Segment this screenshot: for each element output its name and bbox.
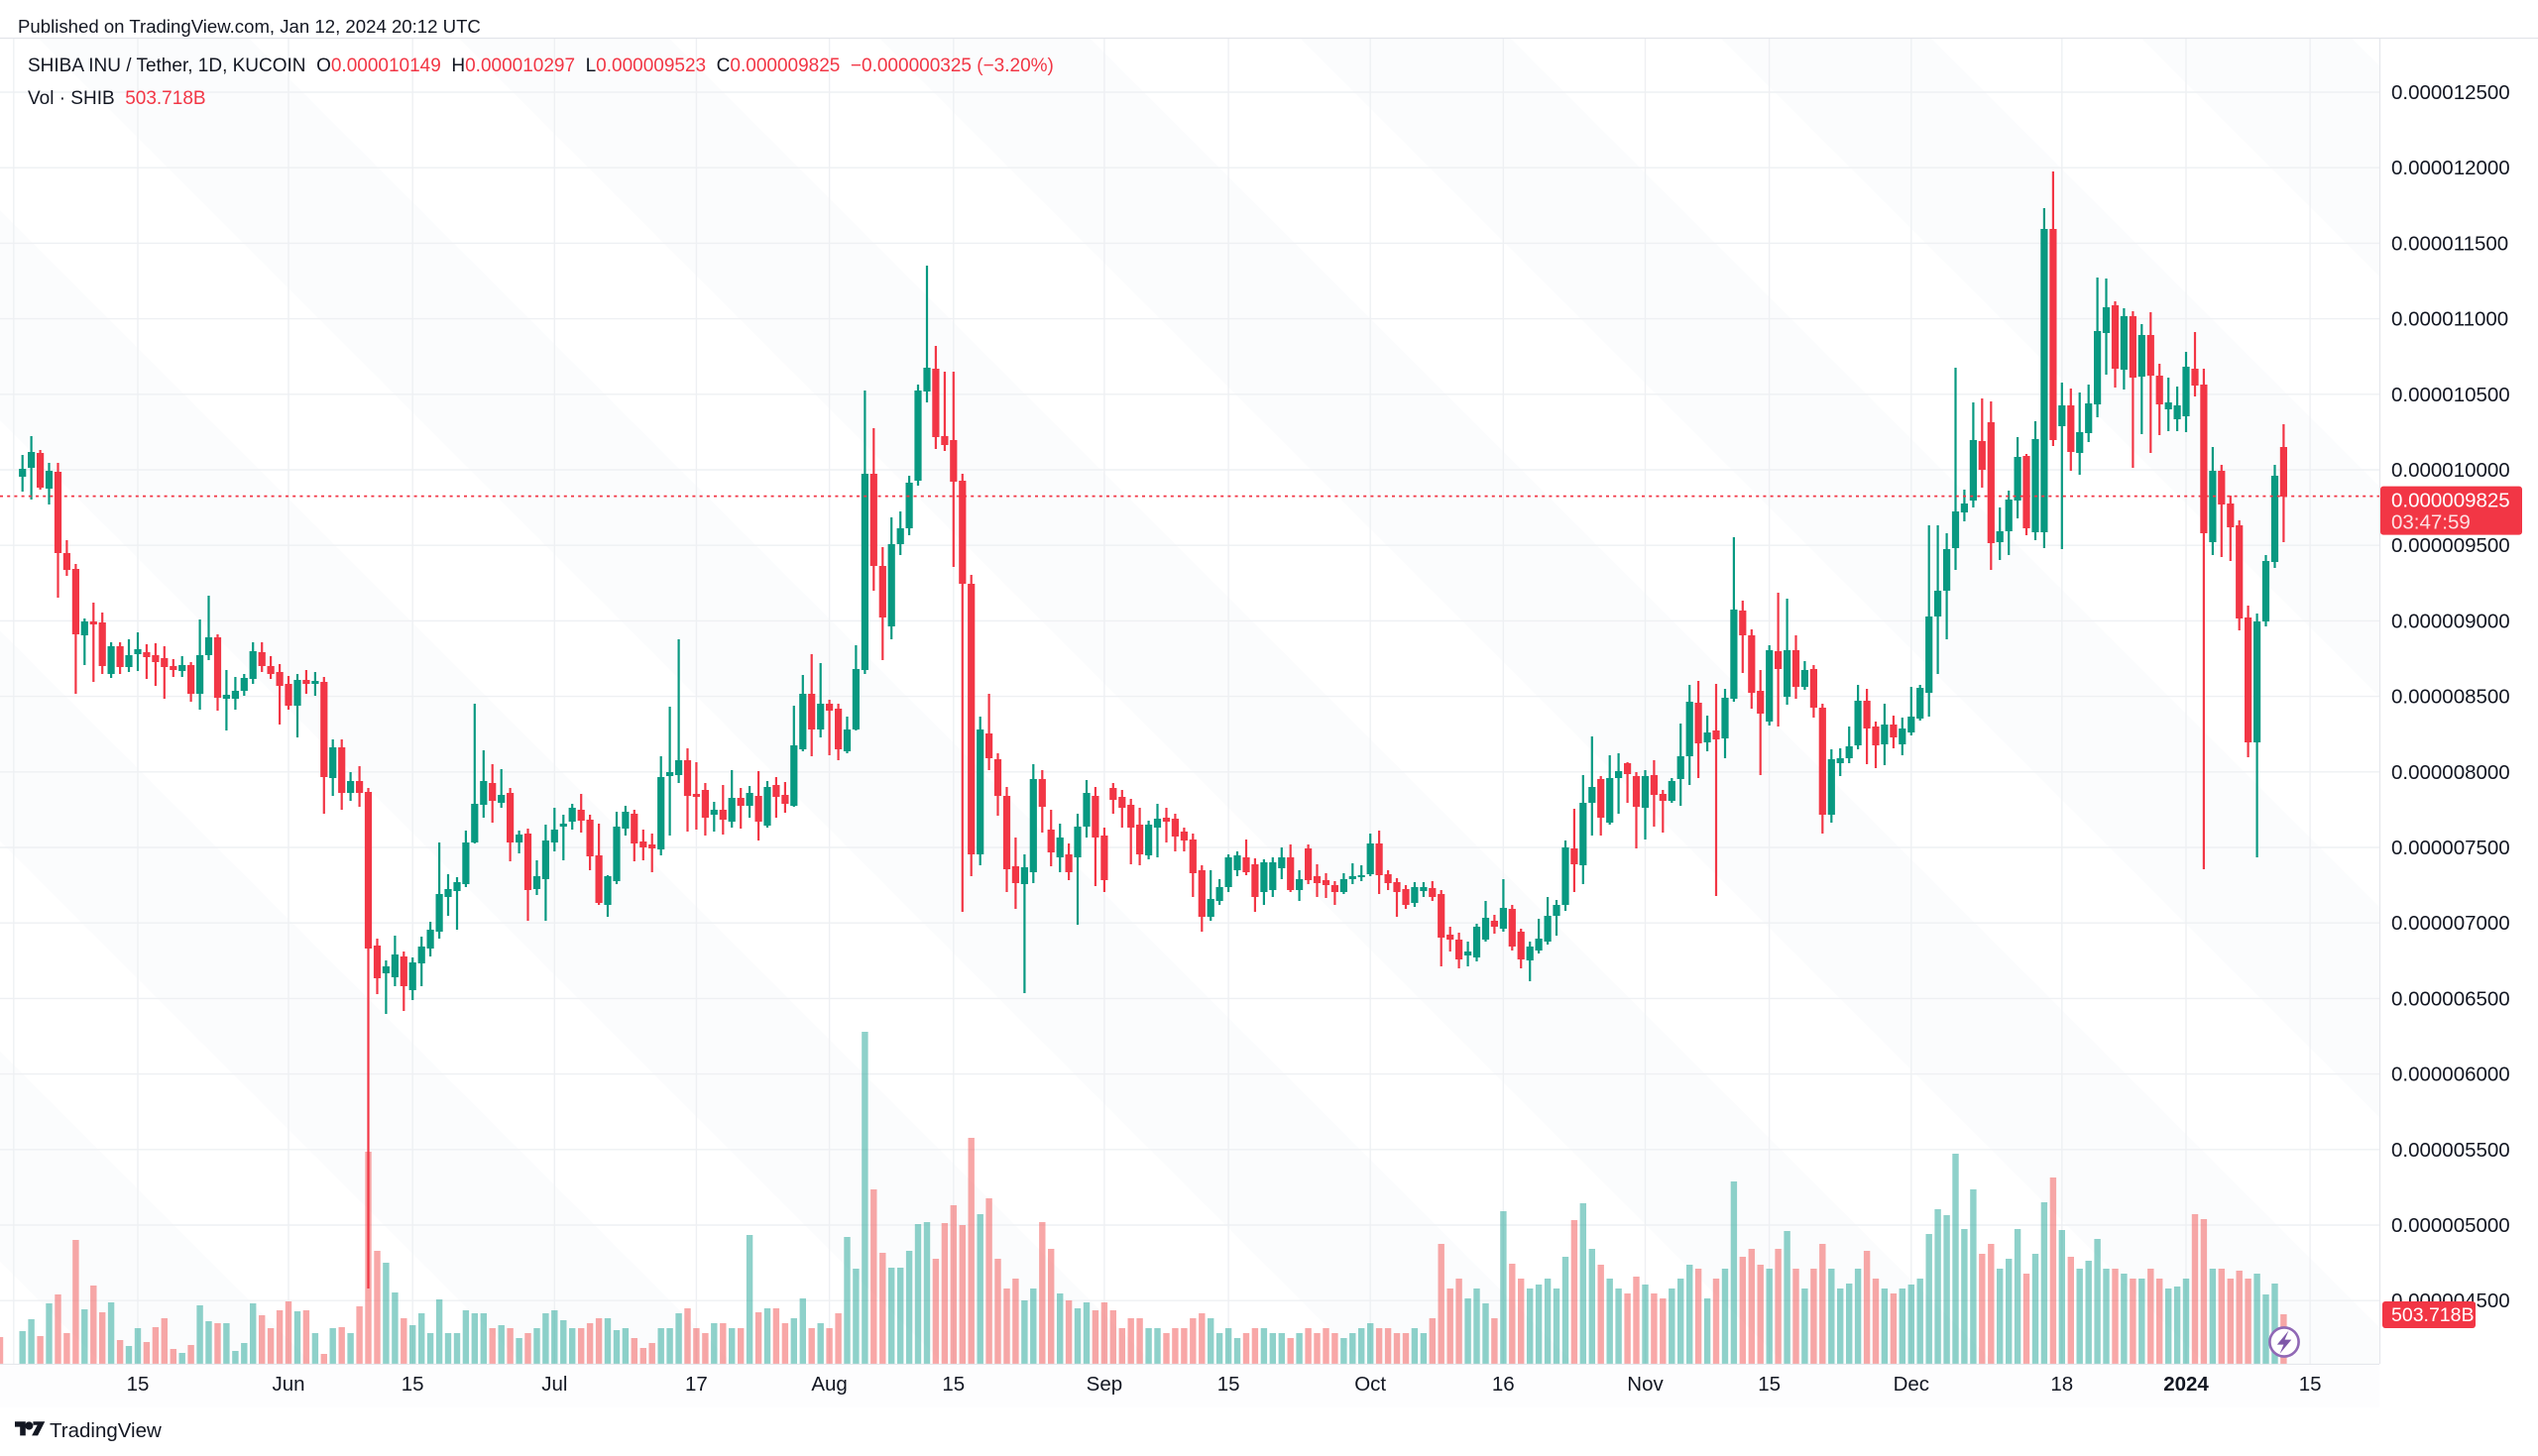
svg-text:17: 17 xyxy=(685,1373,708,1396)
svg-text:Oct: Oct xyxy=(1354,1373,1386,1396)
svg-text:15: 15 xyxy=(2299,1373,2322,1396)
svg-text:0.000009000: 0.000009000 xyxy=(2391,610,2510,632)
svg-text:Published on TradingView.com,: Published on TradingView.com, Jan 12, 20… xyxy=(18,16,481,37)
svg-text:03:47:59: 03:47:59 xyxy=(2391,511,2471,534)
svg-text:15: 15 xyxy=(1217,1373,1240,1396)
svg-text:0.000011000: 0.000011000 xyxy=(2391,308,2508,331)
svg-text:0.000008000: 0.000008000 xyxy=(2391,761,2510,784)
svg-text:0.000010000: 0.000010000 xyxy=(2391,459,2510,482)
svg-text:0.000008500: 0.000008500 xyxy=(2391,686,2510,709)
svg-text:Jul: Jul xyxy=(541,1373,567,1396)
svg-text:15: 15 xyxy=(402,1373,424,1396)
svg-text:0.000012000: 0.000012000 xyxy=(2391,157,2510,179)
svg-text:0.000005500: 0.000005500 xyxy=(2391,1139,2510,1162)
svg-text:15: 15 xyxy=(127,1373,150,1396)
svg-text:15: 15 xyxy=(1758,1373,1781,1396)
svg-text:0.000007000: 0.000007000 xyxy=(2391,912,2510,935)
svg-text:0.000006500: 0.000006500 xyxy=(2391,987,2510,1010)
svg-text:0.000009500: 0.000009500 xyxy=(2391,534,2510,557)
svg-text:Nov: Nov xyxy=(1627,1373,1664,1396)
svg-text:0.000007500: 0.000007500 xyxy=(2391,837,2510,859)
svg-text:503.718B: 503.718B xyxy=(2391,1304,2475,1326)
svg-text:Vol · SHIB 503.718B: Vol · SHIB 503.718B xyxy=(28,88,206,109)
svg-text:Dec: Dec xyxy=(1894,1373,1929,1396)
svg-text:Jun: Jun xyxy=(272,1373,304,1396)
svg-text:0.000012500: 0.000012500 xyxy=(2391,81,2510,104)
svg-text:16: 16 xyxy=(1492,1373,1515,1396)
svg-text:18: 18 xyxy=(2050,1373,2073,1396)
svg-text:SHIBA INU / Tether, 1D, KUCOIN: SHIBA INU / Tether, 1D, KUCOIN O0.000010… xyxy=(28,56,1054,76)
svg-text:TradingView: TradingView xyxy=(50,1419,162,1442)
svg-text:2024: 2024 xyxy=(2163,1373,2209,1396)
svg-text:0.000009825: 0.000009825 xyxy=(2391,490,2510,512)
svg-text:15: 15 xyxy=(942,1373,965,1396)
svg-text:0.000006000: 0.000006000 xyxy=(2391,1064,2510,1086)
svg-text:0.000005000: 0.000005000 xyxy=(2391,1214,2510,1237)
svg-text:Aug: Aug xyxy=(811,1373,847,1396)
svg-text:Sep: Sep xyxy=(1087,1373,1122,1396)
svg-text:0.000010500: 0.000010500 xyxy=(2391,384,2510,406)
svg-text:0.000011500: 0.000011500 xyxy=(2391,232,2508,255)
